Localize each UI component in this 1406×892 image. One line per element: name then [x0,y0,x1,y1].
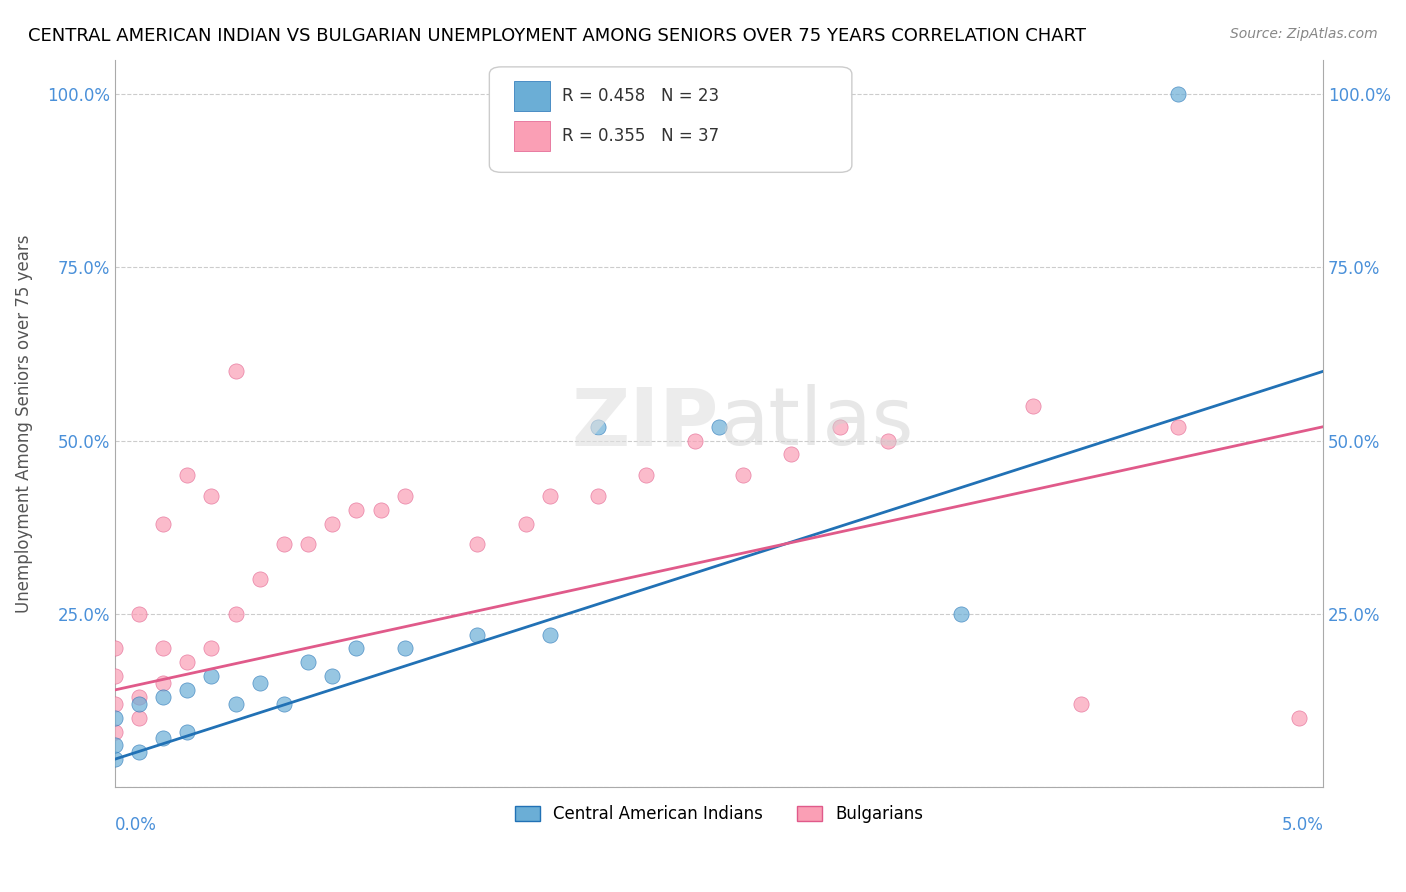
Point [394,641,416,656]
Point [152,731,174,746]
Point [128,690,150,704]
Point [636,468,658,483]
Point [273,697,295,711]
Point [152,690,174,704]
Text: CENTRAL AMERICAN INDIAN VS BULGARIAN UNEMPLOYMENT AMONG SENIORS OVER 75 YEARS CO: CENTRAL AMERICAN INDIAN VS BULGARIAN UNE… [28,27,1085,45]
Text: Source: ZipAtlas.com: Source: ZipAtlas.com [1230,27,1378,41]
Point [104,724,127,739]
Point [515,516,537,531]
Point [152,516,174,531]
Point [176,655,198,669]
Point [152,641,174,656]
Point [128,607,150,621]
Point [586,489,609,503]
Point [949,607,972,621]
Point [176,724,198,739]
Point [249,572,271,586]
Point [321,669,343,683]
Point [465,627,488,641]
Legend: Central American Indians, Bulgarians: Central American Indians, Bulgarians [509,798,929,830]
Point [104,641,127,656]
Point [538,489,561,503]
Point [297,537,319,551]
Point [1022,399,1045,413]
Text: atlas: atlas [718,384,914,462]
Point [780,447,803,461]
Point [1288,711,1310,725]
Point [370,503,392,517]
Point [586,419,609,434]
Text: 5.0%: 5.0% [1281,816,1323,834]
Point [346,641,368,656]
Bar [513,121,550,151]
FancyBboxPatch shape [489,67,852,172]
Point [346,503,368,517]
Bar [513,81,550,111]
Point [128,697,150,711]
Point [104,739,127,753]
Point [128,745,150,759]
Point [1167,87,1189,102]
Point [828,419,851,434]
Point [176,682,198,697]
Text: 0.0%: 0.0% [115,816,156,834]
Text: R = 0.458   N = 23: R = 0.458 N = 23 [562,87,718,105]
Point [538,627,561,641]
Point [273,537,295,551]
Point [200,489,222,503]
Point [733,468,755,483]
Point [465,537,488,551]
Point [225,607,247,621]
Point [225,364,247,378]
Point [104,752,127,766]
Point [176,468,198,483]
Point [200,669,222,683]
Point [249,676,271,690]
Point [128,711,150,725]
Point [152,676,174,690]
Point [225,697,247,711]
Point [683,434,706,448]
Point [321,516,343,531]
Point [1167,419,1189,434]
Point [200,641,222,656]
Point [1070,697,1092,711]
Point [104,669,127,683]
Point [104,711,127,725]
Point [394,489,416,503]
Text: ZIP: ZIP [572,384,718,462]
Point [707,419,730,434]
Point [104,697,127,711]
Point [297,655,319,669]
Y-axis label: Unemployment Among Seniors over 75 years: Unemployment Among Seniors over 75 years [15,234,32,613]
Point [877,434,900,448]
Text: R = 0.355   N = 37: R = 0.355 N = 37 [562,127,718,145]
